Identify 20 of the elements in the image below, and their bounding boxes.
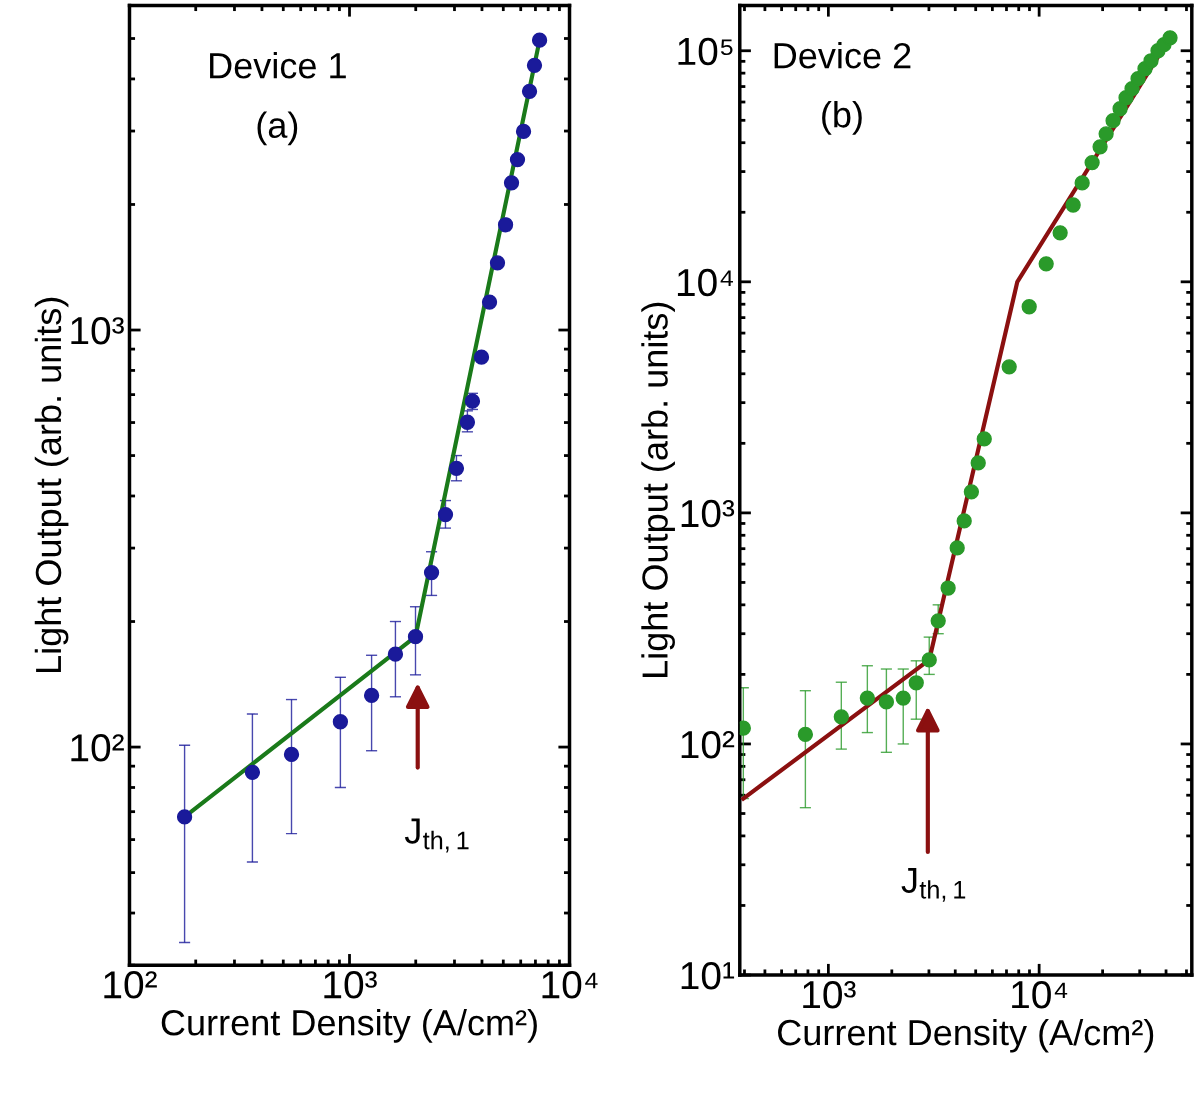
y-tick-label: 10² <box>681 730 735 759</box>
x-axis-title: Current Density (A/cm²) <box>778 1018 1154 1053</box>
annotation: Device 1 <box>210 52 346 79</box>
x-tick-label: 10³ <box>324 971 377 999</box>
y-axis-title: Light Output (arb. units) <box>641 302 675 677</box>
y-tick-label: 10⁵ <box>678 37 733 66</box>
x-tick-label: 10⁴ <box>542 971 598 999</box>
x-tick-label: 10⁴ <box>1012 980 1068 1009</box>
x-tick-label: 10³ <box>803 980 856 1009</box>
annotation: (a) <box>257 111 298 146</box>
y-tick-label: 10⁴ <box>677 268 733 297</box>
annotation: J$_{th,1}$ <box>404 818 469 853</box>
x-axis-title: Current Density (A/cm²) <box>161 1009 537 1043</box>
y-tick-label: 10³ <box>681 499 735 528</box>
x-tick-label: 10² <box>104 971 157 999</box>
y-axis-title: Light Output (arb. units) <box>34 297 69 673</box>
annotation: J$_{th,1}$ <box>901 867 966 902</box>
y-tick-label: 10¹ <box>681 961 735 990</box>
annotation: (b) <box>822 101 862 135</box>
annotation: Device 2 <box>774 41 911 69</box>
